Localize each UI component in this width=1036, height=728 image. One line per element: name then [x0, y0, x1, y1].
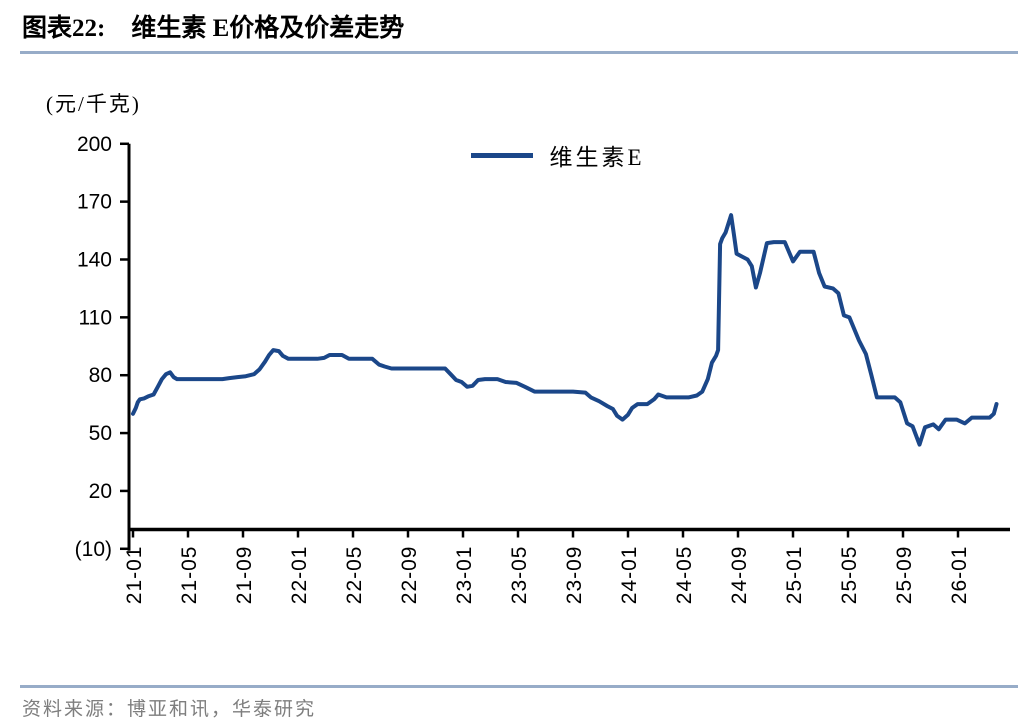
x-tick-label: 21-05: [178, 546, 201, 605]
x-tick-label: 22-01: [288, 546, 311, 605]
y-tick-label: 140: [77, 248, 112, 271]
x-tick-label: 21-01: [123, 546, 146, 605]
x-tick-label: 23-09: [563, 546, 586, 605]
x-tick-label: 25-09: [893, 546, 916, 605]
figure-label: 图表22:: [22, 15, 106, 42]
source-separator-line: [20, 685, 1018, 688]
x-tick-label: 22-09: [398, 546, 421, 605]
y-tick-label: 170: [77, 191, 112, 214]
x-tick-label: 26-01: [948, 546, 971, 605]
y-tick-label: 50: [89, 422, 112, 445]
title-separator-line: [20, 51, 1018, 54]
y-axis-unit-label: (元/千克): [46, 92, 141, 116]
x-tick-label: 21-09: [233, 546, 256, 605]
source-text: 资料来源：博亚和讯，华泰研究: [22, 699, 317, 720]
figure-title: 维生素 E价格及价差走势: [131, 15, 405, 42]
x-tick-label: 23-05: [508, 546, 531, 605]
x-tick-label: 22-05: [343, 546, 366, 605]
y-tick-label: 200: [77, 133, 112, 156]
x-tick-label: 25-01: [783, 546, 806, 605]
x-tick-label: 23-01: [453, 546, 476, 605]
price-series-line: [131, 213, 999, 447]
x-tick-label: 25-05: [838, 546, 861, 605]
y-tick-label: 110: [79, 306, 112, 329]
y-tick-label: (10): [75, 538, 112, 561]
x-tick-label: 24-05: [673, 546, 696, 605]
x-tick-label: 24-01: [618, 546, 641, 605]
y-tick-label: 80: [89, 364, 112, 387]
x-tick-label: 24-09: [728, 546, 751, 605]
figure-title-row: 图表22: 维生素 E价格及价差走势: [22, 8, 404, 44]
y-tick-label: 20: [89, 480, 112, 503]
